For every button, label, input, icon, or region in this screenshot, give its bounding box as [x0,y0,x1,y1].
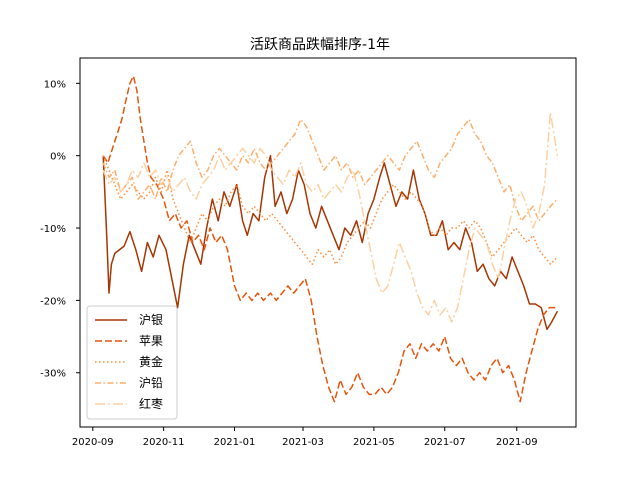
series-line-3 [102,155,558,265]
series-line-2 [102,75,558,403]
x-tick-label: 2021-09 [496,437,538,448]
series-line-5 [102,111,559,323]
y-axis: 10% 0% -10% -20% -30% [40,79,80,380]
y-tick-label: -20% [40,296,66,307]
legend-label: 沪银 [139,313,163,327]
legend-label: 苹果 [139,334,163,348]
x-tick-label: 2020-11 [143,437,185,448]
y-tick-label: -30% [40,369,66,380]
plot-frame [79,57,577,428]
x-tick-label: 2021-05 [353,437,395,448]
y-tick-label: 0% [50,152,66,163]
legend-label: 沪铅 [139,376,163,390]
legend-label: 黄金 [139,354,163,369]
y-tick-label: -10% [40,224,66,235]
chart-title: 活跃商品跌幅排序-1年 [250,37,390,53]
legend-box [86,305,178,420]
series-line-1 [102,154,559,331]
x-tick-label: 2021-07 [424,437,466,448]
x-tick-label: 2021-03 [282,437,324,448]
x-tick-label: 2021-01 [214,437,256,448]
legend-label: 红枣 [139,396,163,411]
x-axis: 2020-09 2020-11 2021-01 2021-03 2021-05 2021-… [72,427,538,448]
series-layer [102,75,559,403]
y-tick-label: 10% [44,79,66,90]
x-tick-label: 2020-09 [72,437,114,448]
